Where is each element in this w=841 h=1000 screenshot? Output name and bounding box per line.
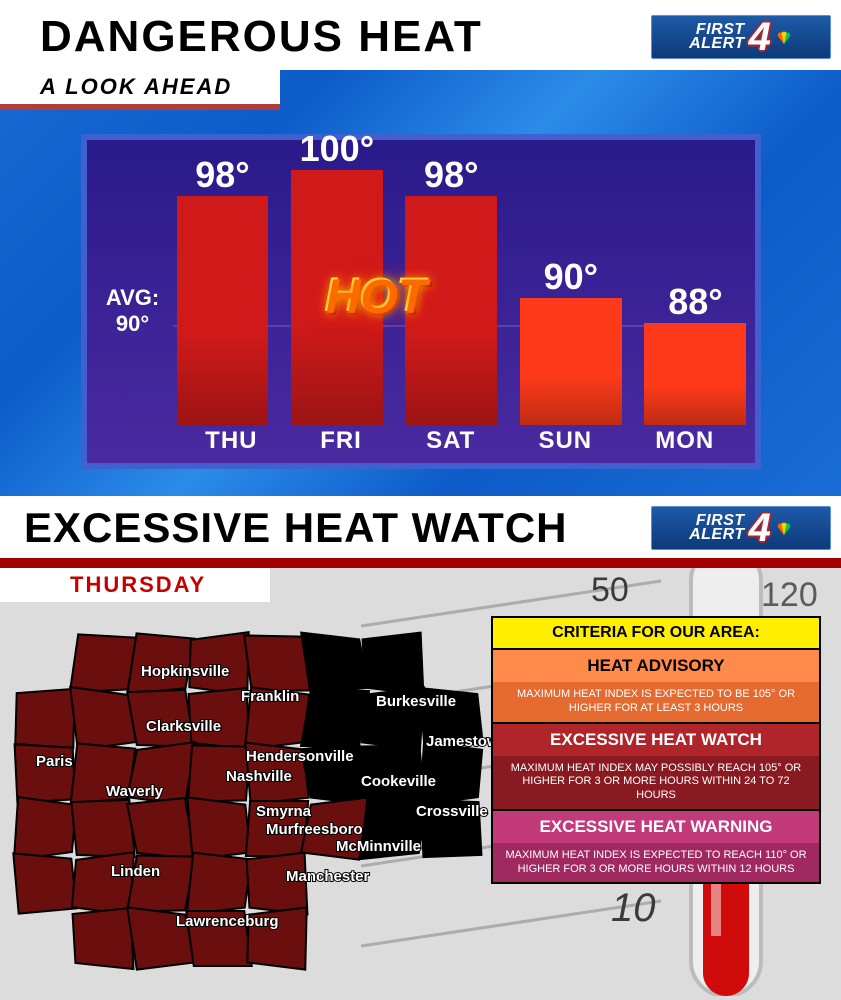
red-divider bbox=[0, 558, 841, 568]
county-shape bbox=[70, 634, 136, 692]
criteria-section-body: MAXIMUM HEAT INDEX MAY POSSIBLY REACH 10… bbox=[491, 756, 821, 811]
criteria-section-title: EXCESSIVE HEAT WATCH bbox=[491, 724, 821, 756]
county-shape bbox=[14, 797, 76, 860]
county-shape bbox=[187, 797, 250, 859]
county-shape bbox=[363, 633, 424, 695]
station-logo: FIRST ALERT 4 bbox=[651, 15, 831, 59]
county-shape bbox=[301, 691, 369, 746]
city-label: Hendersonville bbox=[246, 748, 354, 765]
county-shape bbox=[15, 689, 74, 748]
peacock-icon bbox=[775, 519, 793, 537]
city-label: Smyrna bbox=[256, 803, 312, 820]
county-shape bbox=[187, 853, 252, 915]
forecast-bar: 98° bbox=[177, 196, 269, 425]
criteria-section-body: MAXIMUM HEAT INDEX IS EXPECTED TO REACH … bbox=[491, 843, 821, 885]
dangerous-heat-panel: DANGEROUS HEAT FIRST ALERT 4 A LOOK AHEA… bbox=[0, 0, 841, 496]
logo-number: 4 bbox=[749, 506, 771, 551]
hot-badge: HOT bbox=[287, 270, 467, 325]
city-label: Franklin bbox=[241, 688, 299, 705]
logo-number: 4 bbox=[749, 15, 771, 60]
forecast-day-label: MON bbox=[625, 427, 744, 463]
bottom-header: EXCESSIVE HEAT WATCH FIRST ALERT 4 bbox=[0, 496, 841, 558]
county-shape bbox=[73, 908, 134, 969]
county-shape bbox=[13, 853, 76, 913]
top-header: DANGEROUS HEAT FIRST ALERT 4 bbox=[0, 0, 841, 70]
station-logo: FIRST ALERT 4 bbox=[651, 506, 831, 550]
criteria-header: CRITERIA FOR OUR AREA: bbox=[491, 616, 821, 650]
avg-label: AVG: 90° bbox=[93, 285, 173, 337]
thermo-mark: 120 bbox=[761, 576, 818, 614]
thermo-mark: 10 bbox=[611, 886, 656, 930]
thermo-mark: 50 bbox=[591, 571, 629, 609]
forecast-day-label: THU bbox=[177, 427, 287, 463]
county-shape bbox=[70, 687, 136, 750]
city-label: Crossville bbox=[416, 803, 488, 820]
forecast-bar: 90° bbox=[520, 298, 622, 425]
forecast-bar-label: 98° bbox=[158, 154, 287, 196]
top-title: DANGEROUS HEAT bbox=[40, 12, 483, 62]
forecast-bar-label: 100° bbox=[273, 128, 402, 170]
city-label: Linden bbox=[111, 863, 160, 880]
logo-line2: ALERT bbox=[689, 528, 745, 542]
city-label: Manchester bbox=[286, 868, 370, 885]
city-label: McMinnville bbox=[336, 838, 421, 855]
bottom-title: EXCESSIVE HEAT WATCH bbox=[24, 504, 568, 552]
logo-text: FIRST ALERT bbox=[689, 23, 745, 52]
city-label: Lawrenceburg bbox=[176, 913, 279, 930]
criteria-section-body: MAXIMUM HEAT INDEX IS EXPECTED TO BE 105… bbox=[491, 682, 821, 724]
city-label: Paris bbox=[36, 753, 73, 770]
forecast-bar: 88° bbox=[644, 323, 746, 425]
criteria-section-title: HEAT ADVISORY bbox=[491, 650, 821, 682]
county-shape bbox=[301, 633, 369, 695]
county-shape bbox=[72, 852, 134, 915]
county-shape bbox=[244, 635, 310, 691]
avg-text: AVG: bbox=[93, 285, 173, 311]
city-label: Murfreesboro bbox=[266, 821, 363, 838]
logo-text: FIRST ALERT bbox=[689, 514, 745, 543]
city-label: Jamestown bbox=[426, 733, 496, 750]
city-label: Nashville bbox=[226, 768, 292, 785]
forecast-bar-label: 98° bbox=[387, 154, 516, 196]
forecast-chart: AVG: 90° 98°100°98°90°88° HOT THUFRISATS… bbox=[81, 134, 761, 469]
excessive-heat-panel: 50 120 10 EXCESSIVE HEAT WATCH FIRST ALE… bbox=[0, 496, 841, 1000]
criteria-box: CRITERIA FOR OUR AREA:HEAT ADVISORYMAXIM… bbox=[491, 616, 821, 884]
forecast-day-label: FRI bbox=[286, 427, 396, 463]
city-label: Cookeville bbox=[361, 773, 436, 790]
chart-xaxis: THUFRISATSUNMON bbox=[177, 427, 745, 463]
top-subtitle: A LOOK AHEAD bbox=[0, 70, 280, 110]
forecast-day-label: SAT bbox=[396, 427, 506, 463]
city-label: Waverly bbox=[106, 783, 164, 800]
county-map: Hopkinsville Franklin Burkesville Clarksvil… bbox=[6, 606, 496, 976]
forecast-bar-label: 90° bbox=[499, 256, 642, 298]
city-label: Clarksville bbox=[146, 718, 221, 735]
county-shape bbox=[71, 800, 134, 857]
peacock-icon bbox=[775, 28, 793, 46]
city-label: Burkesville bbox=[376, 693, 456, 710]
logo-line2: ALERT bbox=[689, 37, 745, 51]
forecast-bar-label: 88° bbox=[624, 281, 767, 323]
county-shape bbox=[127, 798, 195, 859]
forecast-day-label: SUN bbox=[506, 427, 625, 463]
criteria-section-title: EXCESSIVE HEAT WARNING bbox=[491, 811, 821, 843]
bottom-subtitle: THURSDAY bbox=[0, 568, 270, 602]
city-label: Hopkinsville bbox=[141, 663, 229, 680]
avg-value: 90° bbox=[93, 311, 173, 337]
